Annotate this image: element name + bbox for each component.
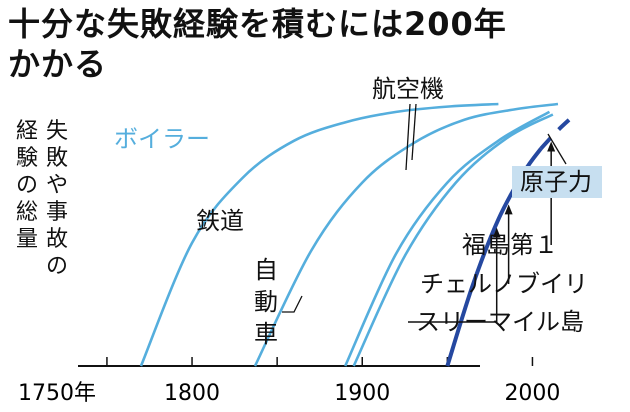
annotation-3-leader-b: [411, 103, 417, 161]
annotation-2-leader: [282, 295, 303, 313]
annotation-3-label: 航空機: [372, 75, 444, 103]
chart-title-line1: 十分な失敗経験を積むには200年: [8, 5, 507, 43]
annotation-2-char-2: 車: [254, 320, 278, 348]
series-line-4: [445, 147, 543, 367]
x-axis-ticks: 1750年 1800 1900 2000: [18, 357, 560, 406]
annotation-5-arrowhead: [547, 141, 556, 152]
annotation-6-arrowhead: [504, 204, 513, 215]
series-line-3: [352, 113, 554, 367]
annotation-7-leader: [408, 235, 498, 323]
x-tick-label-1800: 1800: [164, 381, 220, 406]
series-line-1: [253, 102, 559, 367]
annotation-4-box: [512, 166, 602, 198]
x-tick-label-1750: 1750年: [18, 381, 96, 406]
series-line-5-dashed: [539, 113, 577, 150]
x-tick-label-2000: 2000: [504, 381, 560, 406]
annotation-6-marker: [504, 204, 513, 284]
series-line-0: [139, 102, 499, 367]
annotation-0-label: ボイラー: [114, 125, 210, 153]
annotation-3-leader-a: [405, 103, 411, 171]
annotation-1-label: 鉄道: [196, 207, 244, 235]
annotation-7-arrowhead: [492, 227, 501, 238]
series-lines: [139, 102, 577, 367]
y-axis-label-column-2: 経験の総量: [15, 119, 38, 252]
annotation-5-label: 福島第１: [462, 231, 558, 259]
annotation-2-char-0: 自: [254, 256, 278, 284]
annotation-4-leader: [547, 133, 567, 165]
chart-title-line2: かかる: [8, 45, 108, 83]
series-line-2: [344, 110, 551, 367]
annotation-4-label: 原子力: [520, 168, 592, 196]
annotation-7-label: スリーマイル島: [416, 308, 584, 336]
annotation-2-char-1: 動: [254, 288, 278, 316]
annotation-6-label: チェルノブイリ: [420, 270, 588, 298]
y-axis-label-column-1: 失敗や事故の: [45, 119, 68, 279]
annotation-7-marker: [408, 227, 501, 323]
x-tick-label-1900: 1900: [334, 381, 390, 406]
